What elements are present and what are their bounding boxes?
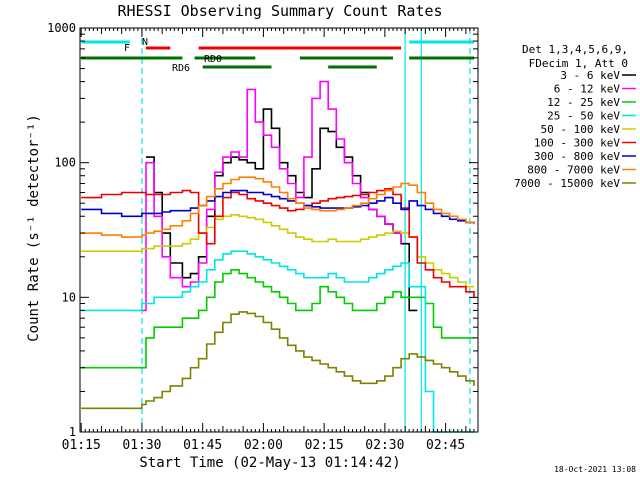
series-lines <box>81 80 475 433</box>
y-tick-label: 100 <box>54 156 76 170</box>
plot-frame <box>79 27 479 433</box>
x-tick-label: 01:15 <box>62 438 101 453</box>
legend-entry-label: 7000 - 15000 keV <box>514 177 620 190</box>
series-line <box>81 188 475 298</box>
x-tick-label: 02:30 <box>365 438 404 453</box>
x-tick-label: 02:15 <box>305 438 344 453</box>
x-tick-label: 02:00 <box>244 438 283 453</box>
plot-timestamp: 18-Oct-2021 13:08 <box>554 465 636 474</box>
x-axis-label: Start Time (02-May-13 01:14:42) <box>139 455 400 471</box>
y-tick-label: 1000 <box>47 21 76 35</box>
flag-label: N <box>142 37 148 48</box>
x-tick-label: 01:30 <box>122 438 161 453</box>
y-tick-label: 1 <box>69 425 76 439</box>
legend-entry-label: 100 - 300 keV <box>534 137 620 150</box>
series-line <box>81 250 474 433</box>
legend-entry-label: 300 - 800 keV <box>534 150 620 163</box>
flag-label: RD6 <box>172 63 190 74</box>
y-tick-label: 10 <box>62 290 76 304</box>
legend-header: FDecim 1, Att 0 <box>529 57 628 70</box>
legend-header: Det 1,3,4,5,6,9, <box>522 43 628 56</box>
flag-label: F <box>124 43 130 54</box>
x-tick-label: 01:45 <box>183 438 222 453</box>
chart-title: RHESSI Observing Summary Count Rates <box>117 2 442 20</box>
series-line <box>81 176 475 238</box>
flag-bars: N F RD0 RD6 <box>81 37 474 74</box>
series-line <box>81 311 475 410</box>
legend-entry-label: 800 - 7000 keV <box>527 164 620 177</box>
flag-label: RD0 <box>204 54 222 65</box>
x-tick-label: 02:45 <box>426 438 465 453</box>
axes: 1 10 100 1000 01:15 01:30 01:45 02:00 02:15 02:30… <box>47 21 479 453</box>
legend-entry-label: 25 - 50 keV <box>547 110 620 123</box>
series-line <box>141 80 402 312</box>
legend-entry-label: 3 - 6 keV <box>560 69 620 82</box>
legend-entry-label: 12 - 25 keV <box>547 96 620 109</box>
series-line <box>81 268 474 369</box>
y-axis-label: Count Rate (s⁻¹ detector⁻¹) <box>26 114 42 342</box>
vertical-markers <box>141 28 471 432</box>
legend: Det 1,3,4,5,6,9,FDecim 1, Att 03 - 6 keV… <box>514 43 636 190</box>
legend-entry-label: 6 - 12 keV <box>554 83 621 96</box>
legend-entry-label: 50 - 100 keV <box>541 123 621 136</box>
